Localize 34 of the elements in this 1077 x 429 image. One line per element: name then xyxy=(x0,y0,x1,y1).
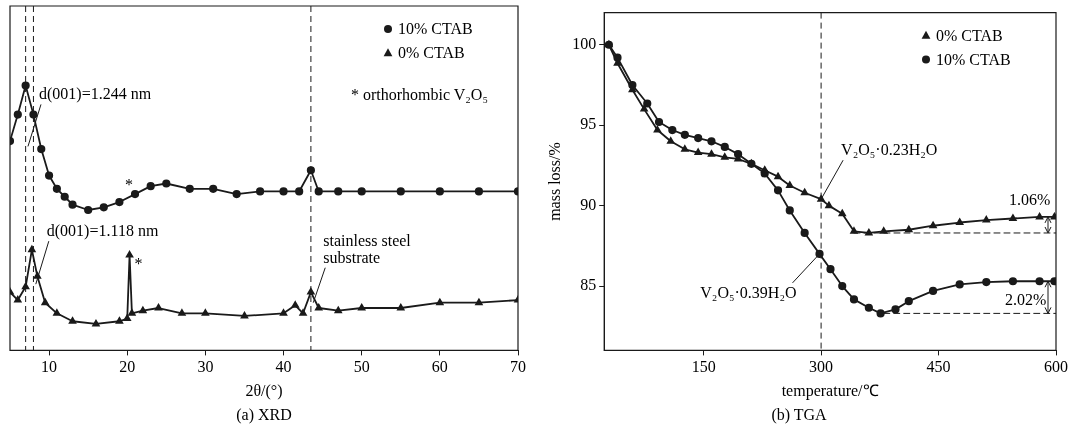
annotation: d(001)=1.244 nm xyxy=(38,85,152,104)
x-tick-label: 10 xyxy=(41,358,58,376)
x-tick-label: 450 xyxy=(926,358,951,376)
annotation: 2.02% xyxy=(1004,291,1047,309)
x-tick-label: 70 xyxy=(510,358,526,376)
x-axis-title: 2θ/(°) xyxy=(245,382,283,401)
annotation: V₂O₅·0.23H₂O xyxy=(841,141,938,159)
y-tick-label: 100 xyxy=(572,34,597,52)
annotation: 1.06% xyxy=(1008,190,1051,208)
x-tick-label: 300 xyxy=(809,358,834,376)
text: (a) XRD xyxy=(236,405,292,424)
legend-label: 0% CTAB xyxy=(398,44,465,61)
annotation: * orthorhombic V₂O₅ xyxy=(350,86,488,103)
x-tick-label: 40 xyxy=(275,358,292,376)
x-axis-title: temperature/℃ xyxy=(781,382,879,401)
x-tick-label: 20 xyxy=(119,358,136,376)
y-tick-label: 90 xyxy=(580,195,597,213)
x-tick-label: 150 xyxy=(691,358,716,376)
annotation: stainless steel substrate xyxy=(323,231,412,266)
legend-label: 10% CTAB xyxy=(936,50,1011,68)
text: (b) TGA xyxy=(771,405,828,424)
x-tick-label: 50 xyxy=(353,358,370,376)
legend-label: 10% CTAB xyxy=(398,20,473,37)
x-tick-label: 60 xyxy=(431,358,448,376)
annotation: * xyxy=(134,255,143,273)
annotation: * xyxy=(125,176,134,194)
x-tick-label: 30 xyxy=(197,358,214,376)
legend-label: 0% CTAB xyxy=(936,26,1003,44)
annotation: V₂O₅·0.39H₂O xyxy=(700,283,797,301)
x-tick-label: 600 xyxy=(1044,358,1068,376)
y-tick-label: 95 xyxy=(580,115,597,133)
annotation: d(001)=1.118 nm xyxy=(46,222,159,241)
y-tick-label: 85 xyxy=(580,276,597,294)
y-axis-title: mass loss/% xyxy=(545,142,563,221)
